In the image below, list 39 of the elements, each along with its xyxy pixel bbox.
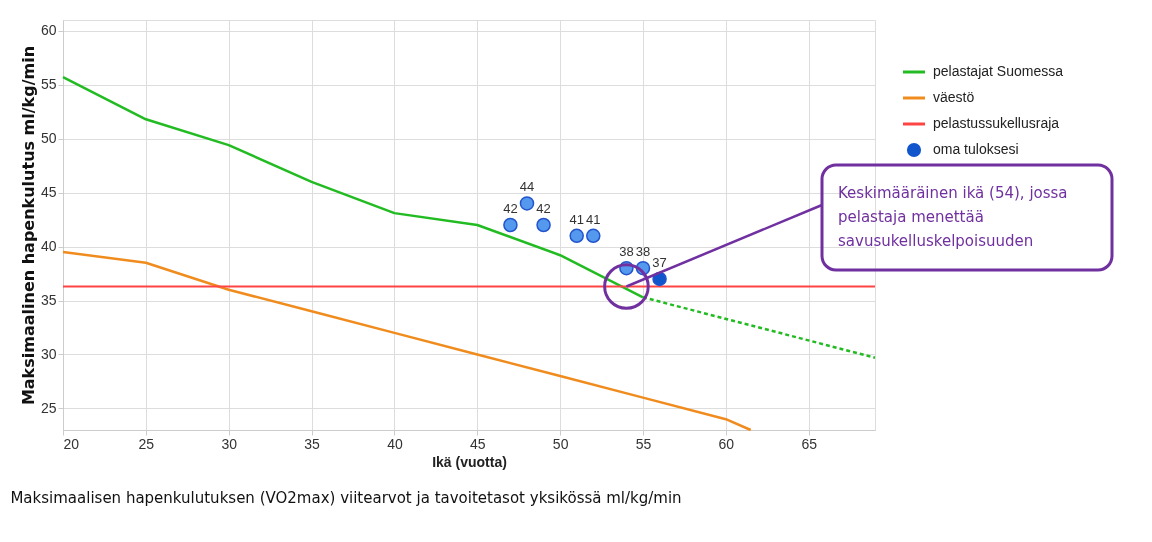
y-tick-label: 60 — [40, 22, 57, 39]
data-label: 38 — [619, 244, 634, 260]
y-tick-label: 40 — [40, 238, 57, 255]
x-tick-label: 55 — [635, 435, 652, 452]
point — [536, 217, 551, 233]
annotation: Keskimääräinen ikä (54), jossa pelastaja menettää savusukelluskelpoisuuden — [838, 184, 1068, 250]
y-tick-label: 50 — [40, 130, 57, 147]
data-label: 38 — [635, 244, 651, 260]
y-tick-label: 35 — [40, 292, 57, 309]
legend-label: oma tuloksesi — [933, 141, 1019, 157]
x-tick-label: 40 — [387, 435, 403, 452]
data-label: 41 — [586, 211, 601, 227]
y-tick-label: 45 — [40, 184, 57, 201]
x-tick-label: 45 — [470, 435, 486, 452]
x-tick-label: 30 — [221, 435, 238, 452]
y-tick-label: 30 — [40, 345, 57, 362]
y-tick-label: 25 — [40, 399, 57, 416]
point — [519, 196, 535, 211]
x-tick-label: 20 — [63, 435, 80, 452]
x-tick-label: 50 — [552, 435, 569, 452]
point — [503, 217, 518, 233]
y-axis-title: Maksimaalinen hapenkulutus ml/kg/min — [18, 45, 38, 406]
x-tick-label: 35 — [304, 435, 321, 452]
x-tick-label: 60 — [718, 435, 735, 452]
x-tick-label: 25 — [138, 435, 155, 452]
legend-label: pelastajat Suomessa — [933, 63, 1064, 79]
data-label: 37 — [652, 254, 667, 270]
data-label: 42 — [503, 201, 518, 216]
point — [586, 228, 601, 244]
legend-label: väestö — [933, 89, 975, 105]
data-label: 42 — [536, 201, 551, 216]
data-label: 44 — [519, 179, 535, 195]
text: Maksimaalisen hapenkulutuksen (VO2max) viitearvot ja tavoitetasot yksikössä ml/kg/min — [10, 489, 682, 507]
data-label: 41 — [569, 211, 584, 227]
x-axis-title: Ikä (vuotta) — [432, 453, 507, 470]
point — [569, 228, 584, 244]
x-tick-label: 65 — [801, 435, 818, 452]
y-tick-label: 55 — [40, 76, 57, 93]
legend-label: pelastussukellusraja — [933, 115, 1060, 131]
